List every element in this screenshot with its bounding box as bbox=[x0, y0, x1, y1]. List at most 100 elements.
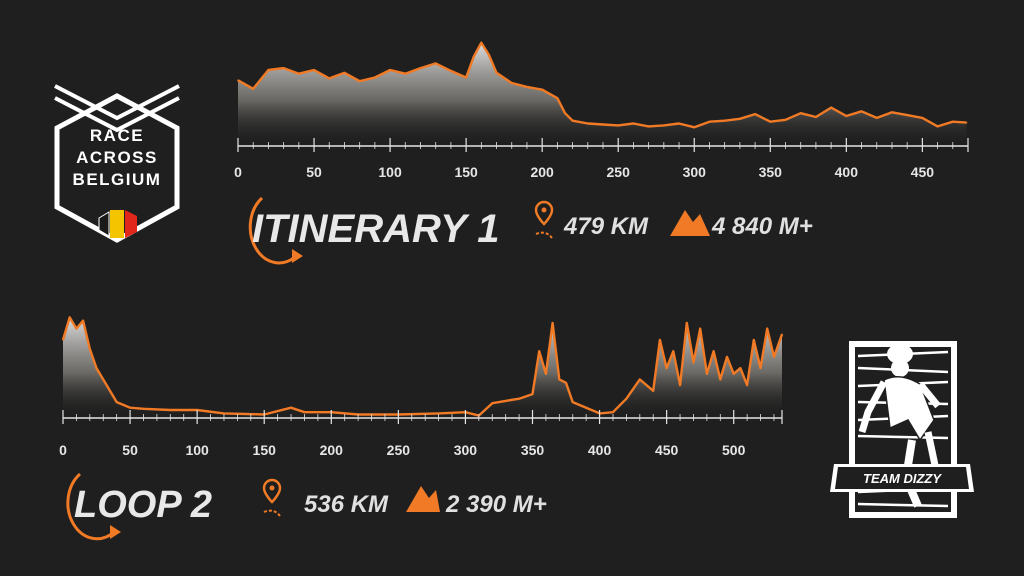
elevation-point bbox=[602, 123, 604, 126]
route-2-title-block: LOOP 2 bbox=[66, 472, 212, 541]
elevation-point bbox=[472, 56, 475, 58]
elevation-point bbox=[699, 327, 701, 330]
elevation-point bbox=[784, 119, 787, 121]
logo-line-1: RACE bbox=[90, 126, 144, 145]
elevation-point bbox=[538, 350, 540, 353]
elevation-point bbox=[639, 378, 641, 381]
elevation-profile-line bbox=[237, 41, 967, 129]
elevation-point bbox=[531, 393, 534, 395]
elevation-point bbox=[732, 373, 735, 375]
elevation-point bbox=[129, 406, 131, 409]
elevation-point bbox=[617, 124, 619, 127]
elevation-point bbox=[404, 72, 407, 75]
elevation-point bbox=[766, 327, 768, 330]
elevation-point bbox=[769, 120, 772, 123]
elevation-point bbox=[692, 361, 695, 364]
elevation-point bbox=[75, 327, 78, 330]
x-tick-label: 100 bbox=[378, 164, 402, 180]
elevation-point bbox=[652, 390, 654, 392]
elevation-point bbox=[753, 339, 755, 341]
elevation-point bbox=[290, 406, 292, 409]
elevation-point bbox=[876, 117, 878, 119]
elevation-point bbox=[551, 322, 554, 324]
elevation-point bbox=[723, 119, 726, 122]
elevation-point bbox=[556, 97, 559, 99]
elevation-point bbox=[686, 322, 688, 324]
x-tick-label: 400 bbox=[588, 442, 612, 458]
elevation-point bbox=[545, 373, 547, 375]
elevation-point bbox=[511, 82, 513, 84]
elevation-point bbox=[845, 115, 848, 117]
team-dizzy-label: TEAM DIZZY bbox=[863, 471, 942, 486]
x-tick-label: 350 bbox=[521, 442, 545, 458]
elevation-point bbox=[587, 122, 589, 125]
elevation-point bbox=[739, 118, 741, 120]
elevation-point bbox=[952, 120, 954, 123]
elevation-point bbox=[712, 350, 715, 353]
elevation-point bbox=[860, 110, 863, 113]
elevation-point bbox=[480, 41, 483, 44]
x-tick-label: 250 bbox=[387, 442, 411, 458]
elevation-point bbox=[773, 356, 775, 358]
route-1-stats: 479 KM 4 840 M+ bbox=[534, 200, 813, 240]
elevation-point bbox=[632, 122, 635, 125]
elevation-point bbox=[267, 69, 270, 71]
elevation-point bbox=[526, 86, 528, 88]
route-1-title: ITINERARY 1 bbox=[252, 207, 499, 251]
belgian-flag-stripes bbox=[98, 210, 137, 238]
elevation-point bbox=[102, 378, 104, 381]
x-tick-label: 400 bbox=[835, 164, 859, 180]
elevation-point bbox=[746, 384, 748, 386]
x-tick-label: 100 bbox=[185, 442, 209, 458]
elevation-point bbox=[419, 67, 422, 69]
route-2-stats: 536 KM 2 390 M+ bbox=[262, 478, 547, 518]
mountain-icon bbox=[406, 486, 440, 512]
race-across-belgium-logo: RACE ACROSS BELGIUM bbox=[54, 84, 180, 243]
elevation-point bbox=[921, 117, 924, 119]
elevation-point bbox=[830, 106, 832, 109]
elevation-point bbox=[625, 397, 628, 400]
route-pin-icon bbox=[262, 478, 282, 517]
mountain-icon bbox=[670, 210, 710, 236]
elevation-point bbox=[564, 112, 566, 114]
x-tick-label: 200 bbox=[530, 164, 554, 180]
logo-line-3: BELGIUM bbox=[73, 170, 162, 189]
elevation-point bbox=[571, 119, 574, 122]
elevation-point bbox=[565, 382, 567, 384]
elevation-point bbox=[693, 126, 696, 129]
x-tick-label: 300 bbox=[454, 442, 478, 458]
elevation-point bbox=[659, 339, 661, 341]
elevation-point bbox=[491, 402, 494, 405]
elevation-point bbox=[781, 333, 783, 336]
logo-line-2: ACROSS bbox=[76, 148, 158, 167]
x-tick-label: 50 bbox=[306, 164, 322, 180]
x-tick-label: 150 bbox=[454, 164, 478, 180]
elevation-point bbox=[252, 88, 254, 90]
circular-arrow-icon bbox=[248, 196, 298, 265]
elevation-point bbox=[115, 401, 118, 403]
x-tick-label: 350 bbox=[759, 164, 783, 180]
elevation-point bbox=[142, 408, 145, 410]
elevation-point bbox=[328, 77, 331, 80]
elevation-point bbox=[663, 124, 665, 127]
x-tick-label: 500 bbox=[722, 442, 746, 458]
elevation-point bbox=[237, 79, 239, 82]
elevation-point bbox=[672, 350, 675, 353]
x-tick-label: 250 bbox=[607, 164, 631, 180]
elevation-point bbox=[488, 54, 490, 56]
elevation-point bbox=[389, 69, 391, 71]
elevation-point bbox=[541, 88, 543, 91]
x-tick-label: 50 bbox=[122, 442, 138, 458]
elevation-point bbox=[374, 76, 376, 79]
elevation-point bbox=[906, 114, 908, 116]
elevation-point bbox=[343, 72, 346, 74]
x-tick-label: 200 bbox=[320, 442, 344, 458]
arrow-head-icon bbox=[110, 525, 121, 539]
elevation-point bbox=[558, 378, 561, 381]
elevation-point bbox=[706, 373, 708, 375]
elevation-point bbox=[612, 411, 614, 414]
elevation-point bbox=[665, 367, 668, 369]
elevation-point bbox=[759, 367, 762, 369]
x-tick-label: 450 bbox=[911, 164, 935, 180]
x-tick-label: 150 bbox=[253, 442, 277, 458]
